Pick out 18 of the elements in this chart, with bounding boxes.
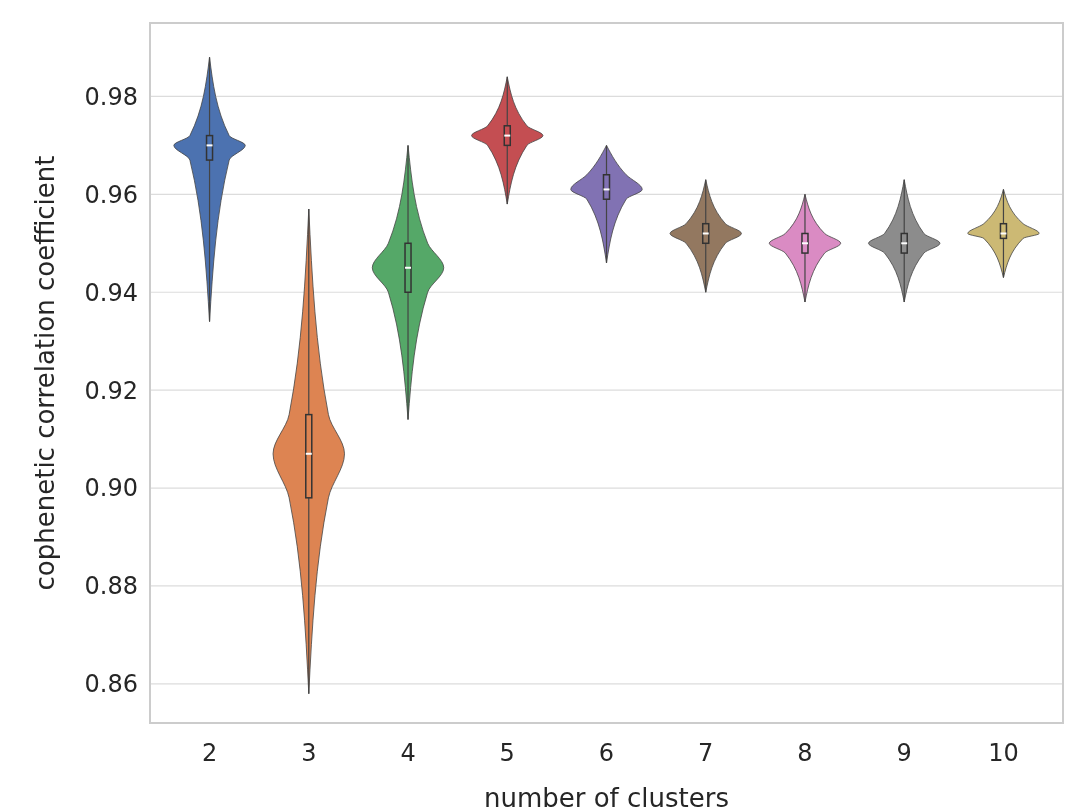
x-tick-label: 10 [988, 739, 1019, 767]
y-axis-title: cophenetic correlation coefficient [30, 155, 60, 591]
y-tick-label: 0.98 [84, 82, 138, 111]
x-tick-label: 3 [301, 739, 317, 767]
y-tick-label: 0.94 [84, 278, 138, 307]
x-tick-label: 9 [896, 739, 912, 767]
y-tick-label: 0.92 [84, 376, 138, 405]
x-tick-label: 2 [201, 739, 218, 767]
x-tick-label: 6 [598, 739, 615, 767]
y-tick-label: 0.90 [84, 474, 138, 503]
y-tick-label: 0.96 [84, 180, 138, 209]
y-tick-label: 0.86 [84, 670, 138, 699]
x-tick-label: 8 [797, 739, 813, 767]
x-tick-label: 7 [698, 739, 714, 767]
x-axis-title: number of clusters [483, 783, 730, 807]
y-tick-label: 0.88 [84, 572, 138, 601]
x-tick-label: 5 [499, 739, 515, 767]
x-tick-label: 4 [400, 739, 416, 767]
